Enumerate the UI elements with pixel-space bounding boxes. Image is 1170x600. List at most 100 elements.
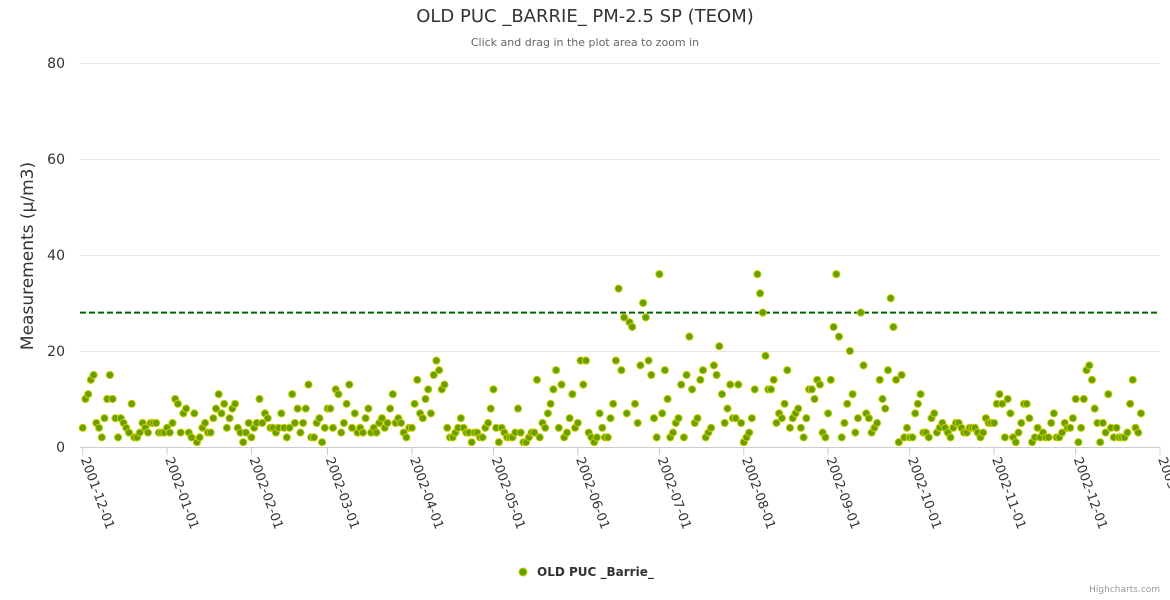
data-point[interactable] (1014, 428, 1023, 437)
data-point[interactable] (426, 409, 435, 418)
data-point[interactable] (892, 375, 901, 384)
data-point[interactable] (617, 366, 626, 375)
data-point[interactable] (282, 433, 291, 442)
data-point[interactable] (641, 313, 650, 322)
data-point[interactable] (1134, 428, 1143, 437)
data-point[interactable] (595, 409, 604, 418)
data-point[interactable] (195, 433, 204, 442)
data-point[interactable] (494, 438, 503, 447)
data-point[interactable] (334, 390, 343, 399)
data-point[interactable] (766, 385, 776, 394)
data-point[interactable] (815, 380, 825, 389)
data-point[interactable] (535, 433, 544, 442)
data-point[interactable] (320, 423, 329, 432)
data-point[interactable] (288, 390, 297, 399)
data-point[interactable] (679, 433, 689, 442)
data-point[interactable] (293, 404, 302, 413)
data-point[interactable] (883, 366, 893, 375)
data-point[interactable] (658, 409, 667, 418)
data-point[interactable] (1128, 375, 1137, 384)
data-point[interactable] (239, 438, 248, 447)
data-point[interactable] (622, 409, 631, 418)
data-point[interactable] (182, 404, 191, 413)
data-point[interactable] (244, 418, 253, 428)
data-point[interactable] (100, 414, 109, 423)
data-point[interactable] (372, 428, 381, 437)
data-point[interactable] (668, 428, 678, 437)
data-point[interactable] (639, 298, 648, 308)
data-point[interactable] (573, 418, 582, 428)
data-point[interactable] (802, 414, 811, 423)
data-point[interactable] (361, 414, 370, 423)
data-point[interactable] (1126, 399, 1135, 408)
data-point[interactable] (777, 414, 787, 423)
data-point[interactable] (489, 385, 498, 394)
data-point[interactable] (1074, 438, 1083, 447)
data-point[interactable] (1079, 394, 1088, 404)
data-point[interactable] (546, 399, 555, 408)
data-point[interactable] (347, 423, 357, 432)
data-point[interactable] (358, 428, 367, 437)
data-point[interactable] (318, 438, 327, 447)
data-point[interactable] (201, 418, 210, 428)
data-point[interactable] (655, 270, 664, 279)
data-point[interactable] (807, 385, 816, 394)
data-point[interactable] (598, 423, 607, 432)
data-point[interactable] (780, 399, 789, 408)
data-point[interactable] (290, 418, 299, 428)
data-point[interactable] (810, 394, 819, 404)
data-point[interactable] (750, 385, 759, 394)
data-point[interactable] (889, 322, 898, 332)
data-point[interactable] (946, 433, 955, 442)
data-point[interactable] (644, 356, 653, 365)
data-point[interactable] (620, 313, 629, 322)
data-point[interactable] (443, 423, 452, 432)
data-point[interactable] (859, 361, 868, 370)
data-point[interactable] (995, 390, 1004, 399)
data-point[interactable] (758, 308, 767, 317)
data-point[interactable] (440, 380, 449, 389)
data-point[interactable] (753, 270, 762, 279)
data-point[interactable] (712, 370, 721, 380)
data-point[interactable] (532, 375, 542, 384)
data-point[interactable] (652, 433, 661, 442)
data-point[interactable] (565, 414, 574, 423)
data-point[interactable] (715, 342, 724, 351)
data-point[interactable] (296, 428, 305, 437)
data-point[interactable] (263, 414, 272, 423)
data-point[interactable] (633, 418, 642, 428)
data-point[interactable] (557, 380, 566, 389)
data-point[interactable] (1087, 375, 1097, 384)
data-point[interactable] (796, 423, 806, 432)
data-point[interactable] (720, 418, 729, 428)
data-point[interactable] (165, 428, 174, 437)
data-point[interactable] (124, 428, 134, 437)
data-point[interactable] (902, 423, 912, 432)
data-point[interactable] (856, 308, 865, 317)
data-point[interactable] (628, 322, 637, 332)
data-point[interactable] (304, 380, 313, 389)
data-point[interactable] (1025, 414, 1034, 423)
data-point[interactable] (410, 399, 419, 408)
data-point[interactable] (726, 380, 735, 389)
data-point[interactable] (84, 390, 93, 399)
data-point[interactable] (222, 423, 231, 432)
data-point[interactable] (258, 418, 267, 428)
data-point[interactable] (78, 423, 87, 432)
data-point[interactable] (432, 356, 441, 365)
data-point[interactable] (875, 375, 884, 384)
data-point[interactable] (484, 418, 493, 428)
data-point[interactable] (429, 370, 438, 380)
data-point[interactable] (301, 404, 310, 413)
data-point[interactable] (247, 433, 256, 442)
data-point[interactable] (89, 370, 98, 380)
data-point[interactable] (1022, 399, 1031, 408)
data-point[interactable] (848, 390, 857, 399)
data-point[interactable] (1049, 409, 1059, 418)
data-point[interactable] (845, 346, 855, 356)
data-point[interactable] (734, 380, 743, 389)
data-point[interactable] (386, 404, 395, 413)
data-point[interactable] (1033, 423, 1042, 432)
data-point[interactable] (328, 423, 338, 432)
